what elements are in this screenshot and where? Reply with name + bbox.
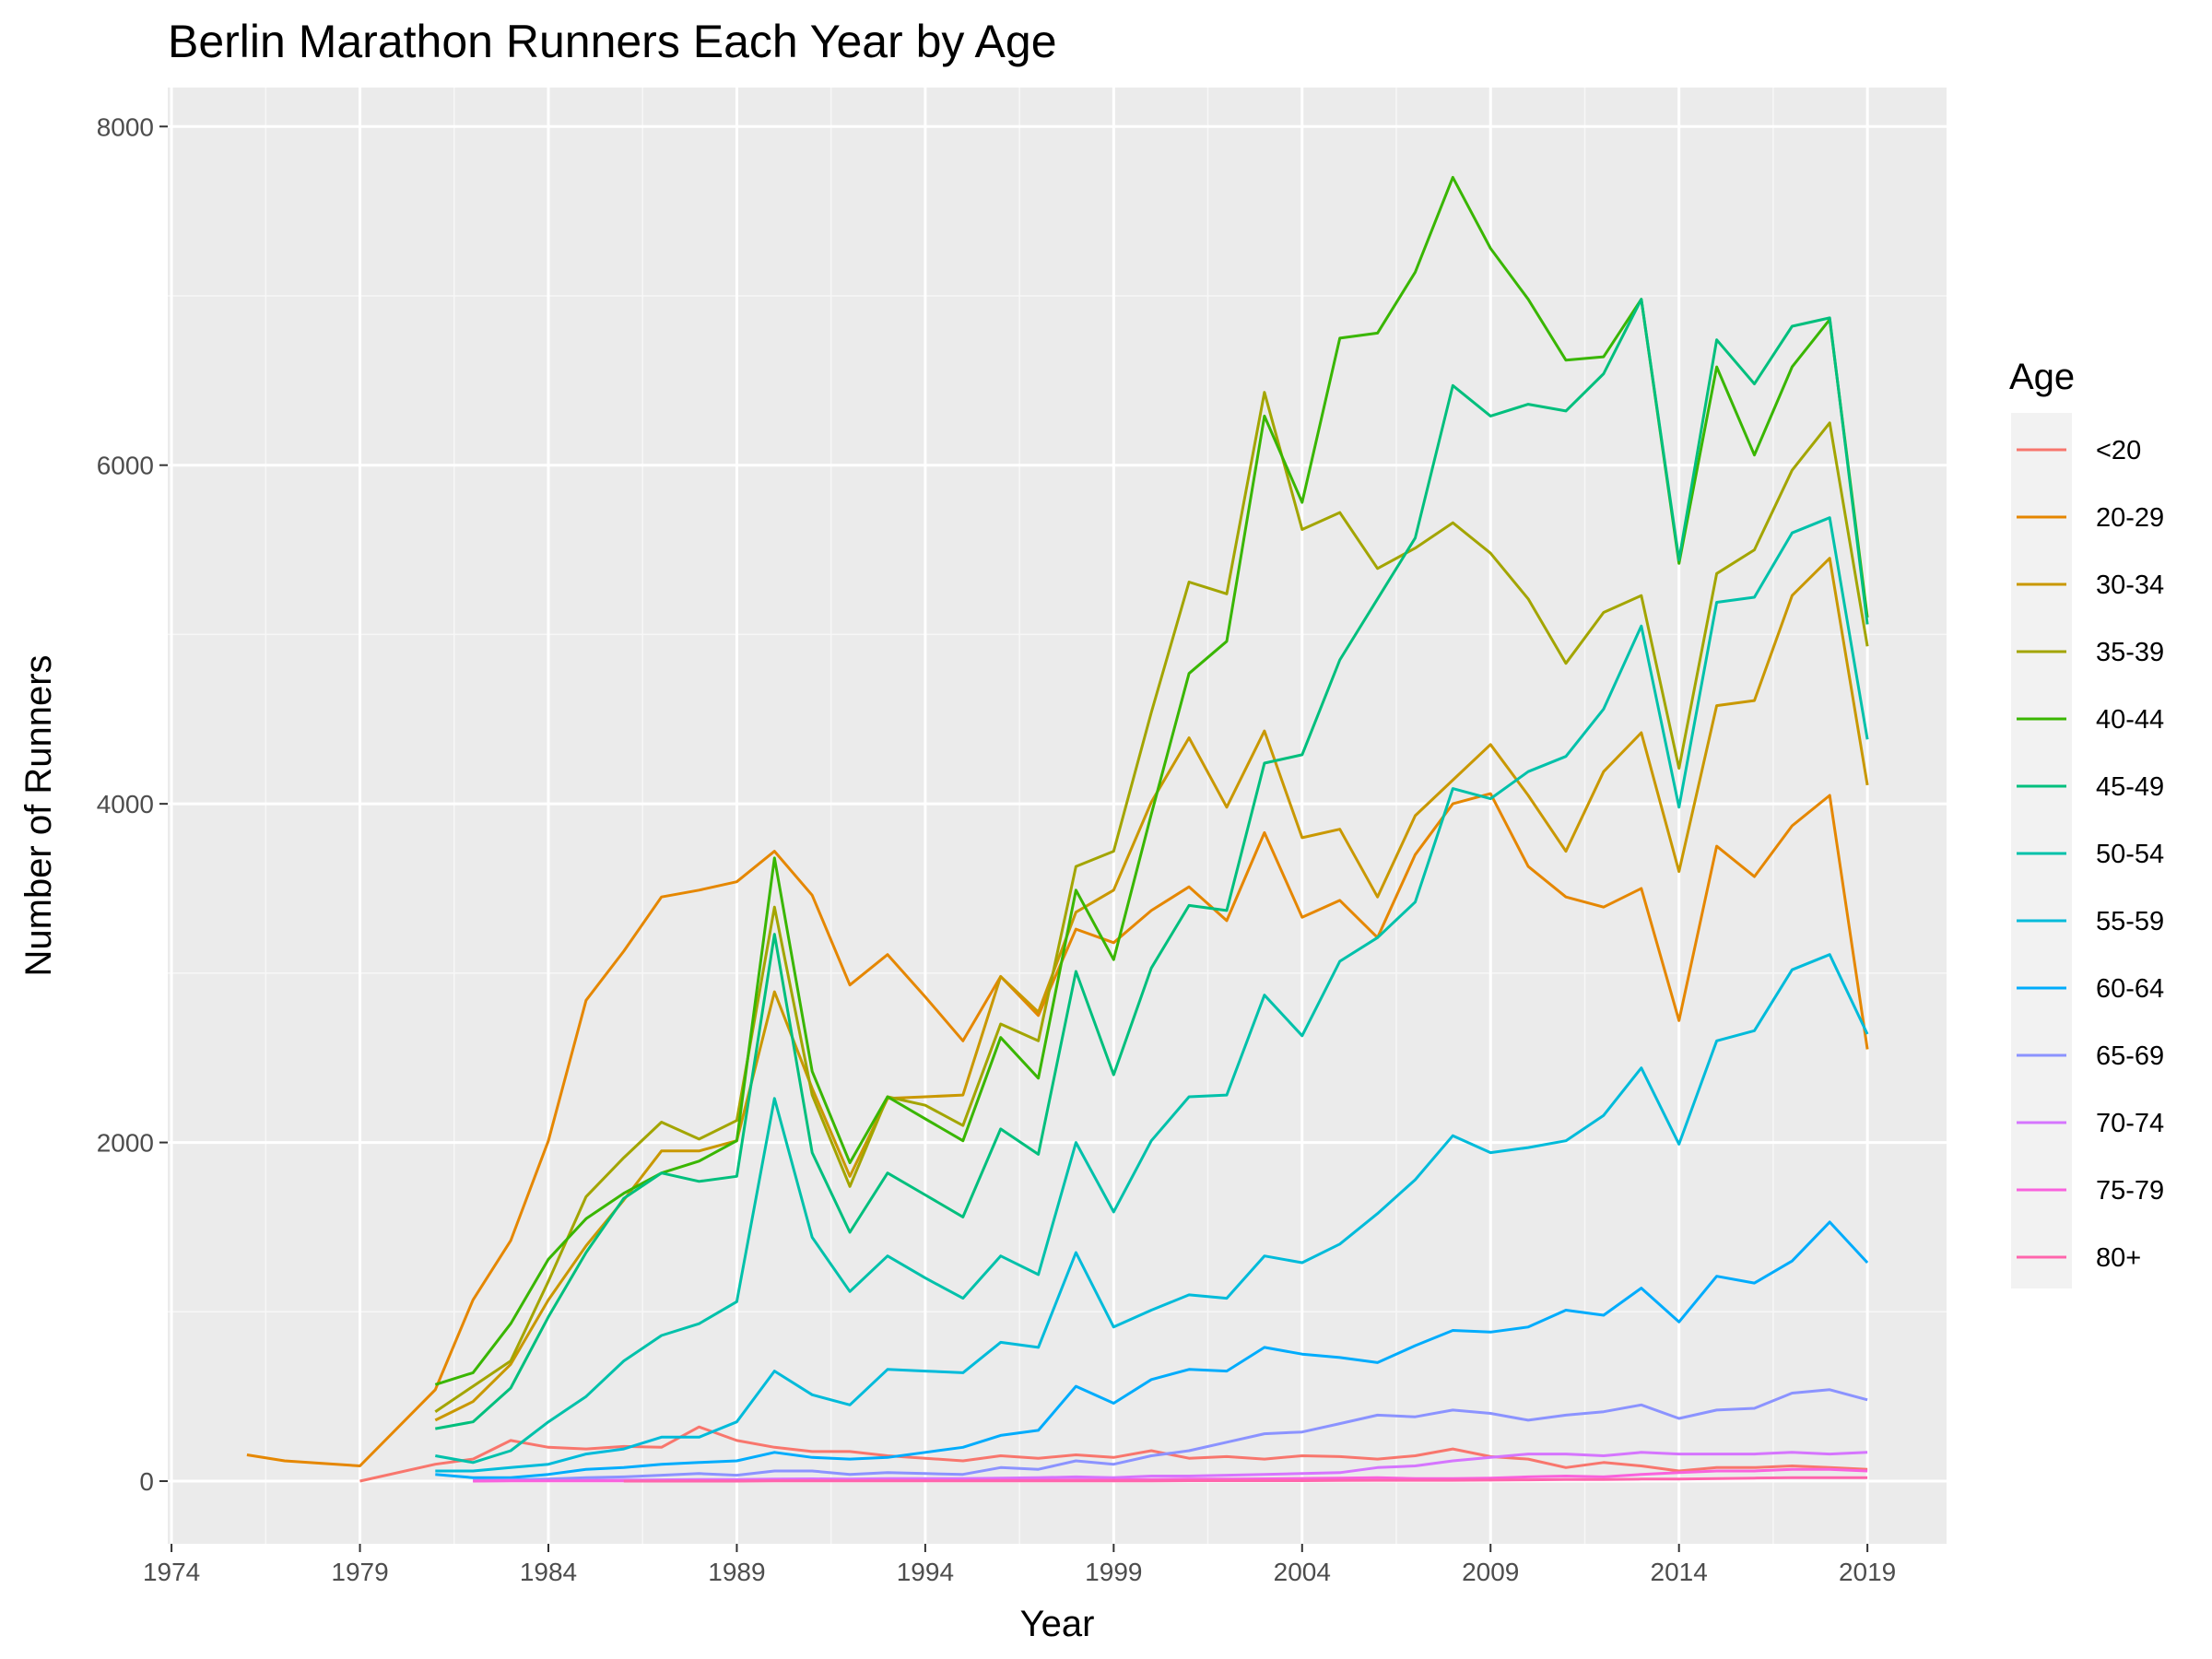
legend-label-3: 35-39 xyxy=(2096,638,2164,667)
series-line-12 xyxy=(623,1476,1868,1483)
legend-label-12: 80+ xyxy=(2096,1243,2141,1273)
series-line-6 xyxy=(435,516,1869,1465)
legend-label-2: 30-34 xyxy=(2096,571,2164,600)
series-line-7 xyxy=(435,953,1869,1473)
series-line-4 xyxy=(434,175,1869,1386)
y-tick-label: 6000 xyxy=(97,452,154,480)
x-tick-label: 1979 xyxy=(331,1558,388,1586)
y-tick-label: 4000 xyxy=(97,790,154,818)
x-tick-label: 2004 xyxy=(1274,1558,1331,1586)
legend-label-5: 45-49 xyxy=(2096,772,2164,802)
y-tick-label: 2000 xyxy=(97,1129,154,1158)
chart-title: Berlin Marathon Runners Each Year by Age xyxy=(168,16,1057,67)
legend-label-11: 75-79 xyxy=(2096,1176,2164,1206)
series-lines xyxy=(246,175,1869,1483)
legend-label-4: 40-44 xyxy=(2096,705,2164,735)
series-line-2 xyxy=(434,557,1869,1422)
x-tick-label: 1994 xyxy=(897,1558,954,1586)
legend: Age <20 20-29 30-34 35-39 40-44 45-49 50-54 55-… xyxy=(2009,357,2164,1288)
legend-label-9: 65-69 xyxy=(2096,1041,2164,1071)
legend-label-8: 60-64 xyxy=(2096,974,2164,1004)
series-line-9 xyxy=(473,1388,1868,1482)
legend-label-7: 55-59 xyxy=(2096,907,2164,936)
legend-label-10: 70-74 xyxy=(2096,1109,2164,1138)
y-tick-label: 8000 xyxy=(97,112,154,141)
legend-key-panel xyxy=(2011,413,2072,1288)
legend-label-0: <20 xyxy=(2096,436,2141,465)
x-tick-label: 1999 xyxy=(1085,1558,1142,1586)
grid-major xyxy=(168,88,1947,1544)
series-line-1 xyxy=(246,792,1869,1467)
y-axis-ticks: 0 2000 4000 6000 8000 xyxy=(97,112,168,1496)
series-line-3 xyxy=(434,391,1869,1413)
series-line-5 xyxy=(435,298,1869,1430)
legend-label-6: 50-54 xyxy=(2096,840,2164,869)
legend-title: Age xyxy=(2009,357,2075,397)
series-line-0 xyxy=(359,1425,1868,1483)
y-axis-title: Number of Runners xyxy=(18,654,59,976)
x-tick-label: 2019 xyxy=(1839,1558,1896,1586)
x-tick-label: 1989 xyxy=(708,1558,765,1586)
legend-label-1: 20-29 xyxy=(2096,503,2164,533)
x-tick-label: 1974 xyxy=(143,1558,200,1586)
x-axis-title: Year xyxy=(1020,1604,1095,1644)
y-tick-label: 0 xyxy=(139,1467,154,1496)
legend-items: <20 20-29 30-34 35-39 40-44 45-49 50-54 55-59 60… xyxy=(2017,436,2164,1273)
x-tick-label: 1984 xyxy=(520,1558,577,1586)
x-axis-ticks: 1974 1979 1984 1989 1994 1999 2004 2009 2014 2019 xyxy=(143,1544,1896,1586)
x-tick-label: 2009 xyxy=(1462,1558,1519,1586)
series-line-8 xyxy=(435,1220,1869,1479)
x-tick-label: 2014 xyxy=(1651,1558,1708,1586)
